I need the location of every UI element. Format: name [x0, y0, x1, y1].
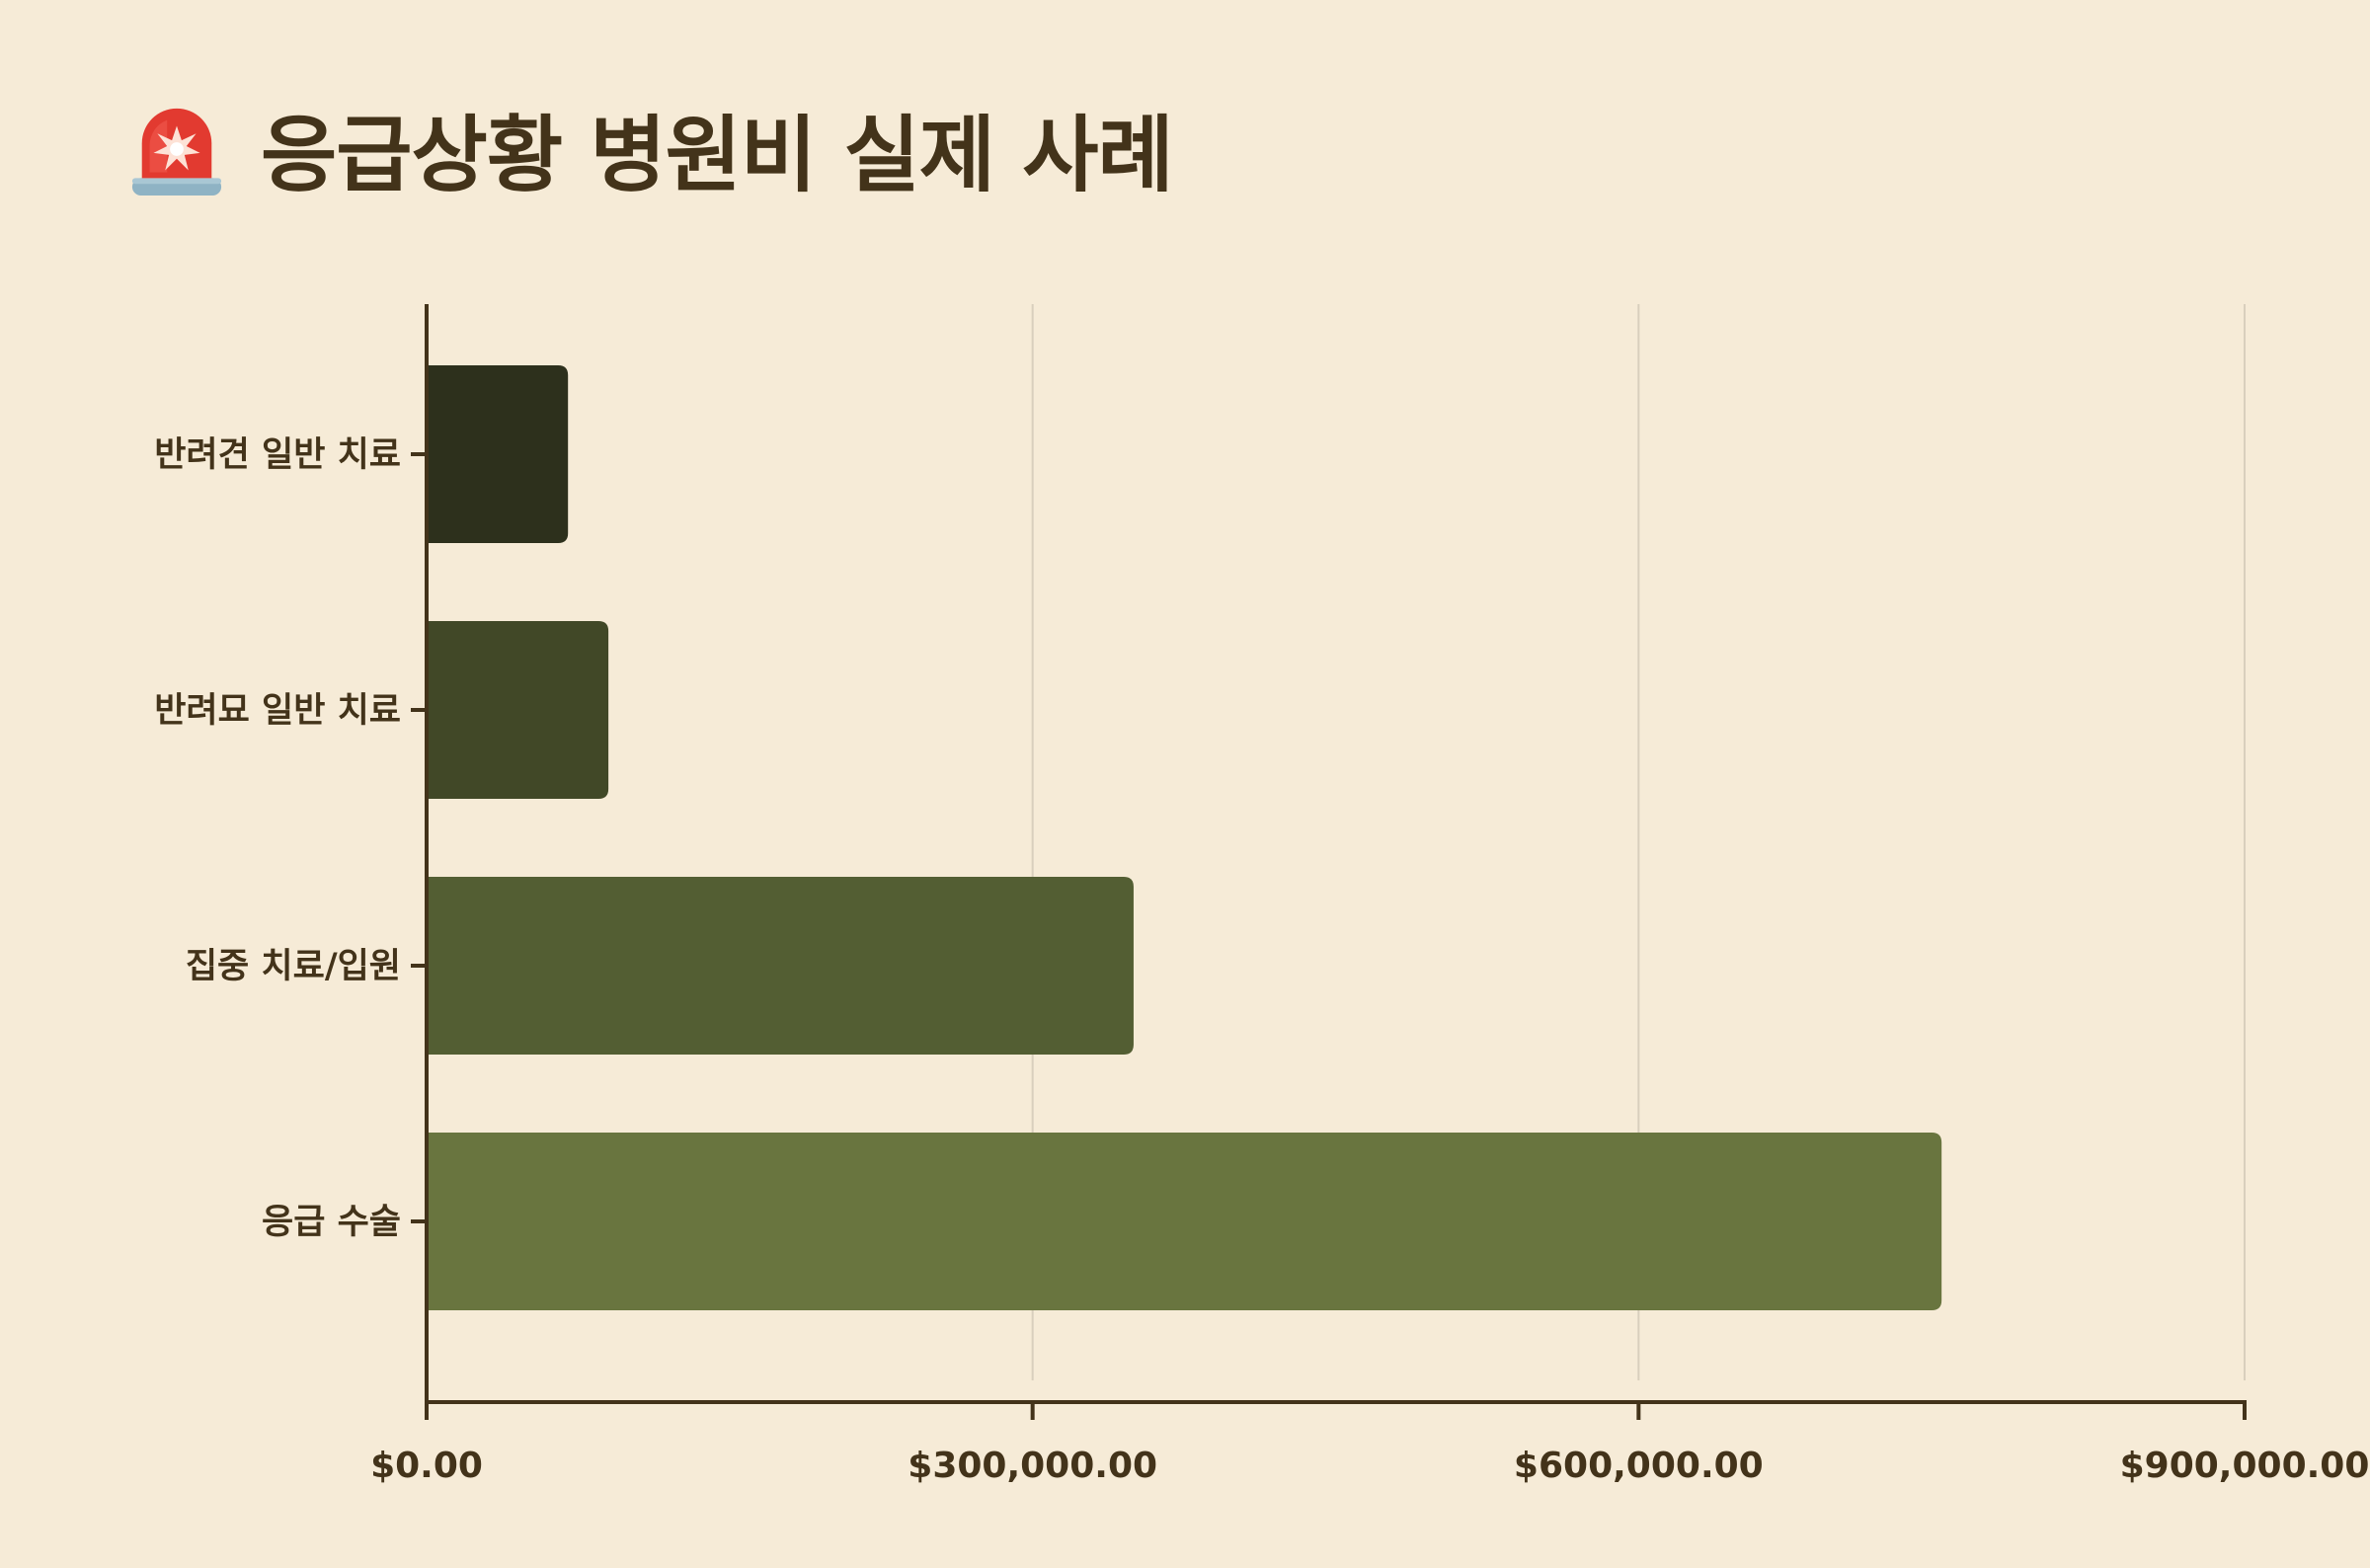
chart-title-row: 응급상황 병원비 실제 사례 — [128, 89, 1174, 207]
bars — [427, 365, 1942, 1310]
chart-title: 응급상황 병원비 실제 사례 — [261, 106, 1174, 203]
x-tick-label: $300,000.00 — [908, 1446, 1157, 1486]
category-label: 반려묘 일반 치료 — [154, 691, 401, 731]
x-tick-label: $600,000.00 — [1514, 1446, 1764, 1486]
axes — [411, 304, 2247, 1420]
bar — [427, 1133, 1942, 1310]
police-siren-icon — [131, 108, 222, 196]
category-label: 집중 치료/입원 — [186, 947, 401, 986]
category-label: 응급 수술 — [262, 1203, 401, 1242]
x-tick-label: $0.00 — [370, 1446, 483, 1486]
category-label: 반려견 일반 치료 — [154, 435, 401, 475]
bar — [427, 877, 1134, 1055]
x-tick-label: $900,000.00 — [2120, 1446, 2370, 1486]
bar — [427, 365, 569, 543]
bar — [427, 621, 609, 799]
